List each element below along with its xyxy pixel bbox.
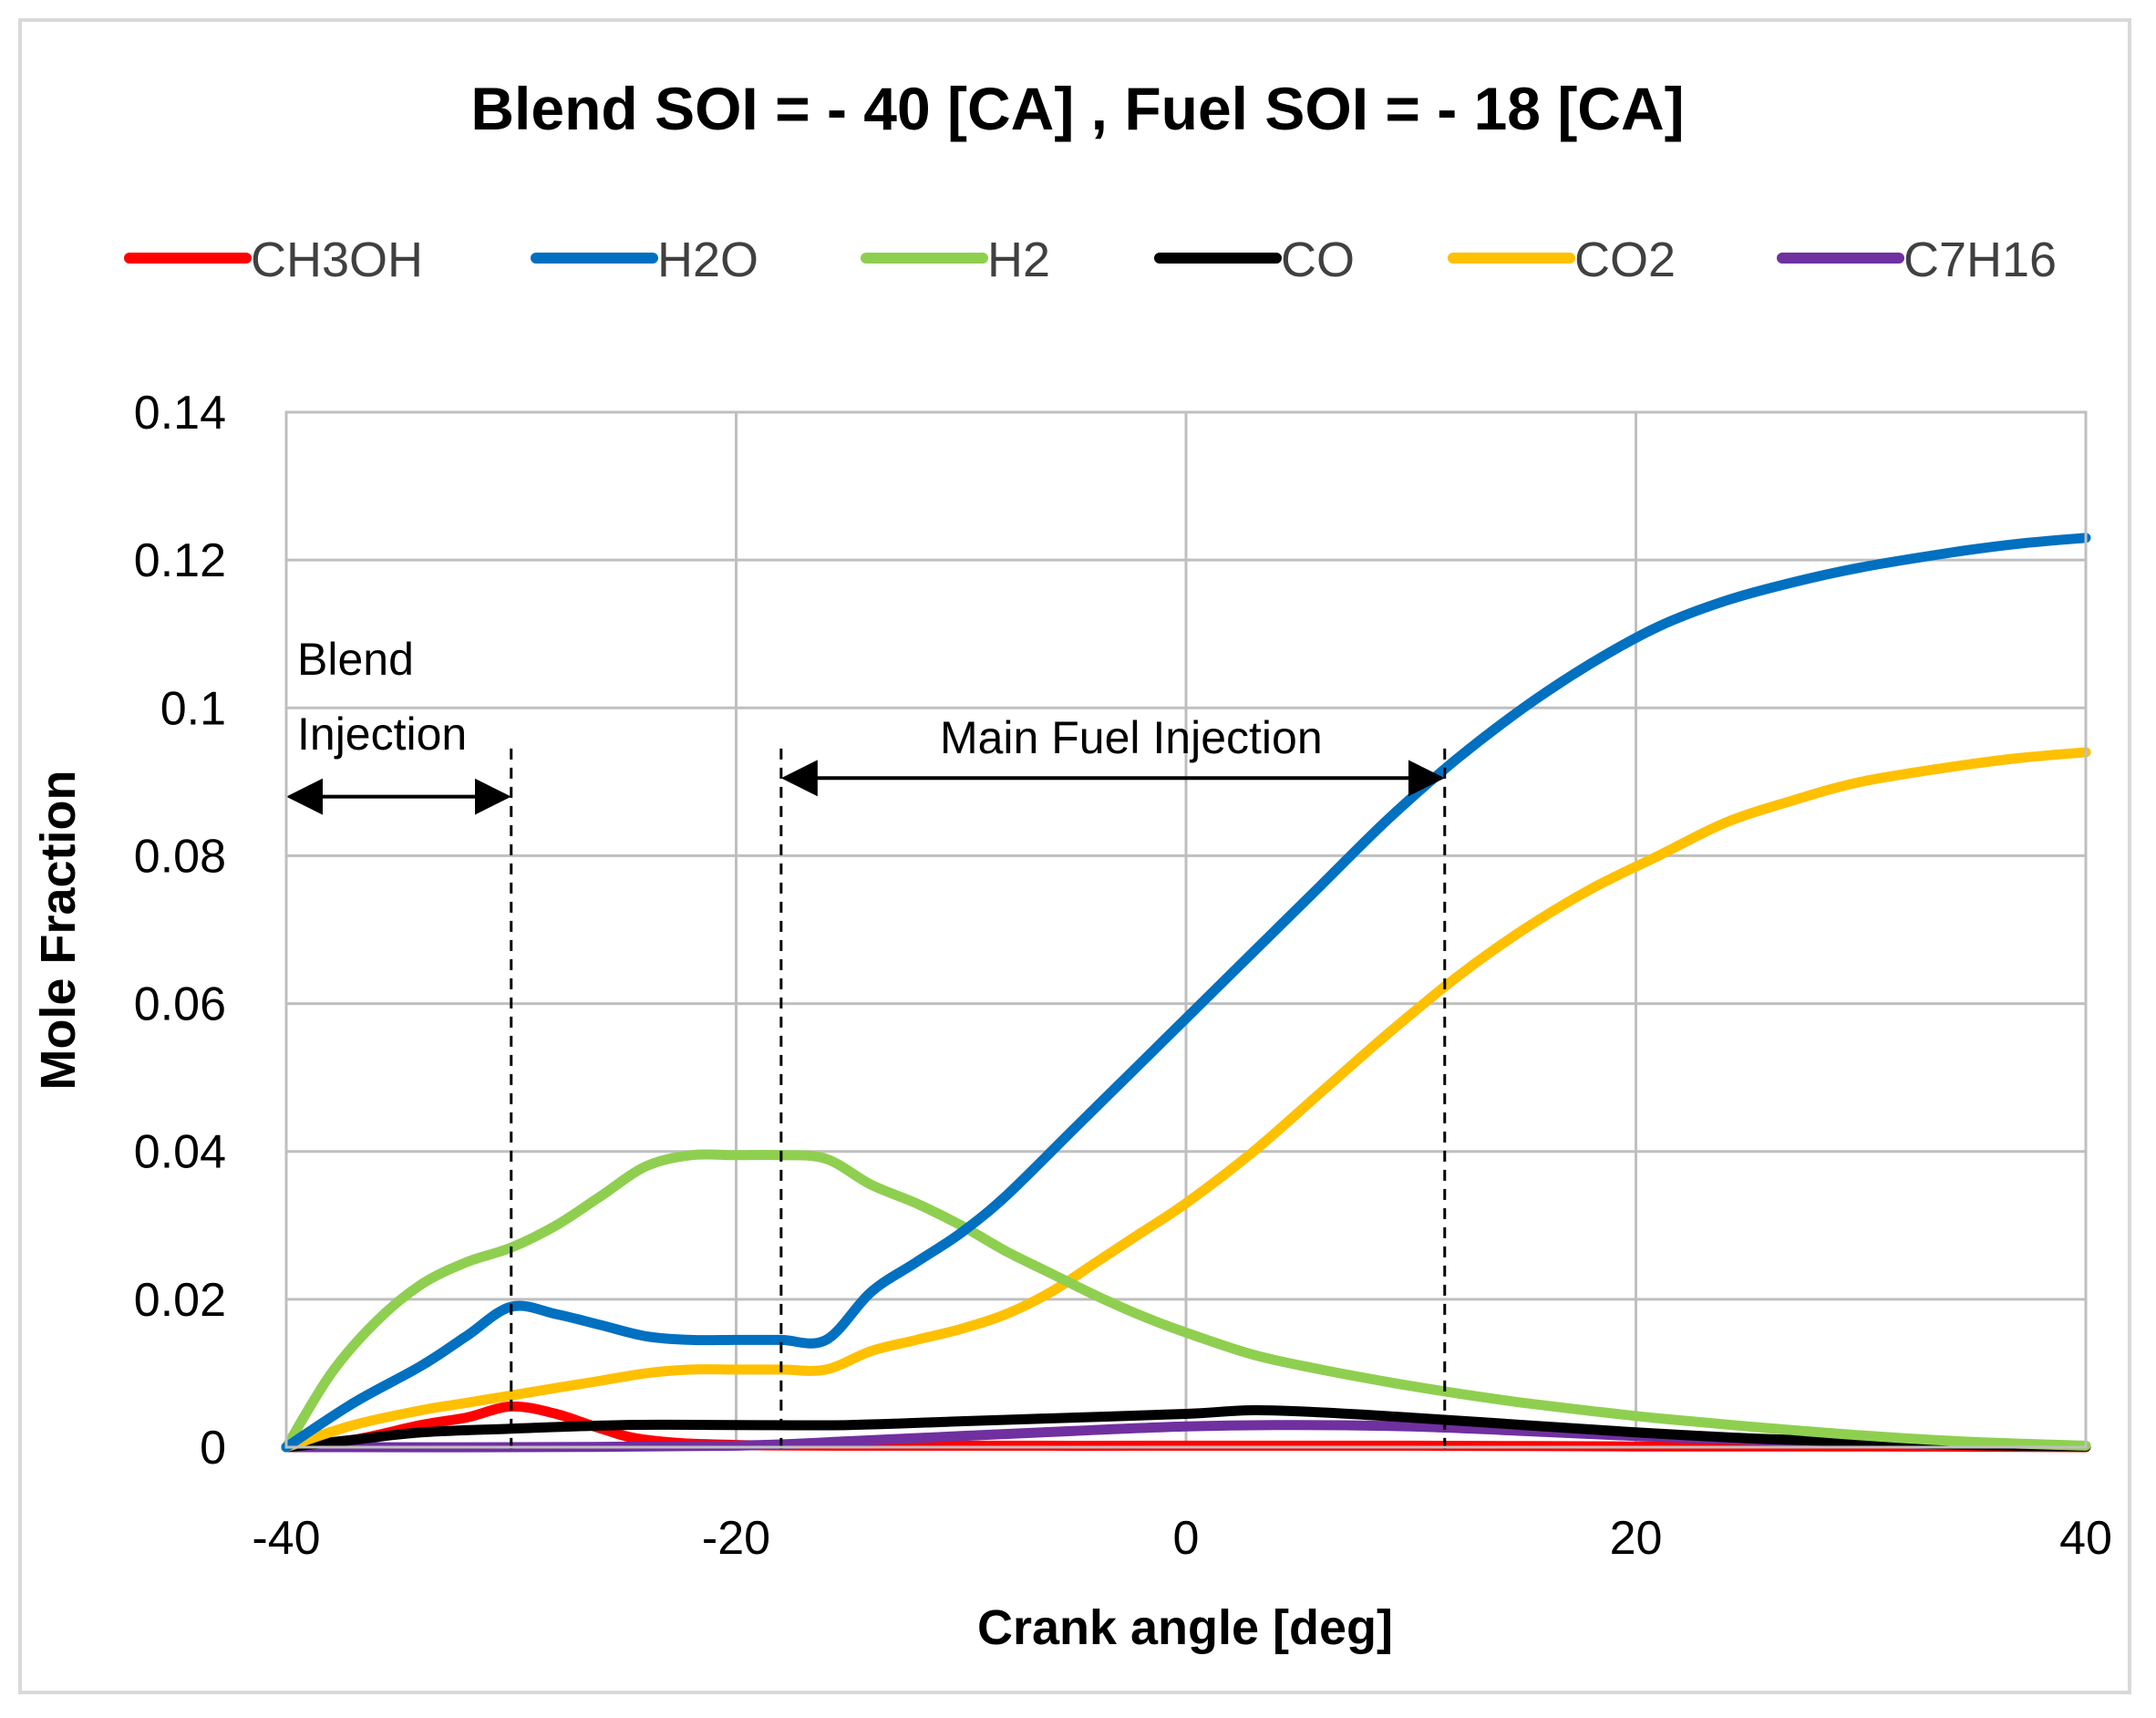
x-tick-label: 0: [1173, 1512, 1200, 1565]
y-tick-label: 0.06: [134, 978, 226, 1031]
chart-title: Blend SOI = - 40 [CA] , Fuel SOI = - 18 …: [470, 75, 1684, 142]
legend-label-c7h16: C7H16: [1903, 233, 2057, 287]
x-axis-label: Crank angle [deg]: [977, 1600, 1393, 1655]
plot-border: [284, 410, 2088, 1449]
injection-guide-lines: [510, 748, 1447, 1454]
x-tick-label: -20: [702, 1512, 770, 1565]
y-axis-ticks: 0 0.02 0.04 0.06 0.08 0.1 0.12 0.14: [134, 387, 226, 1475]
legend-label-h2: H2: [987, 233, 1050, 287]
y-tick-label: 0.02: [134, 1274, 226, 1327]
x-tick-label: 40: [2059, 1512, 2112, 1565]
plot-area: Blend Injection Main Fuel Injection: [281, 410, 2091, 1454]
x-tick-label: -40: [252, 1512, 320, 1565]
series-line-h2: [281, 1149, 2091, 1453]
x-tick-label: 20: [1610, 1512, 1663, 1565]
series-line-h2o: [281, 533, 2091, 1453]
y-tick-label: 0.14: [134, 387, 226, 440]
legend-label-ch3oh: CH3OH: [251, 233, 423, 287]
y-tick-label: 0.08: [134, 830, 226, 883]
series-line-co2: [281, 747, 2091, 1453]
y-tick-label: 0.1: [160, 682, 226, 735]
annotation-label: Main Fuel Injection: [940, 712, 1323, 763]
annotation-label: Blend: [297, 634, 414, 685]
y-tick-label: 0.12: [134, 534, 226, 587]
legend-label-co: CO: [1281, 233, 1355, 287]
x-axis-ticks: -40 -20 0 20 40: [252, 1512, 2112, 1565]
series-line-co: [281, 1404, 2091, 1453]
legend-label-h2o: H2O: [657, 233, 758, 287]
y-tick-label: 0.04: [134, 1126, 226, 1179]
y-tick-label: 0: [200, 1422, 226, 1475]
annotation-label: Injection: [297, 709, 467, 760]
legend: CH3OH H2O H2 CO CO2 C7H16: [124, 233, 2057, 287]
annotations: Blend Injection Main Fuel Injection: [286, 634, 1445, 815]
legend-label-co2: CO2: [1574, 233, 1676, 287]
y-axis-label: Mole Fraction: [31, 770, 86, 1090]
